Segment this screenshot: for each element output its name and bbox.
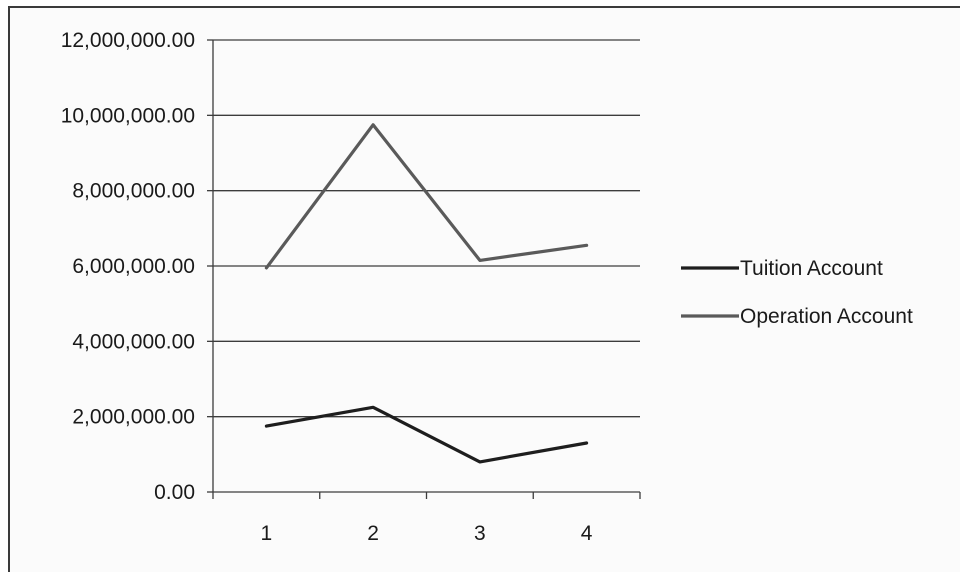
- y-tick-label: 8,000,000.00: [72, 180, 195, 203]
- y-tick-label: 4,000,000.00: [72, 330, 195, 353]
- axes: [207, 39, 641, 499]
- x-tick-label: 4: [581, 522, 593, 545]
- y-tick-label: 10,000,000.00: [61, 104, 195, 127]
- y-tick-label: 2,000,000.00: [72, 406, 195, 429]
- series-lines: [264, 123, 589, 464]
- x-axis-tick-labels: 1 2 3 4: [261, 522, 593, 545]
- legend: Tuition Account Operation Account: [681, 257, 913, 328]
- x-tick-label: 1: [261, 522, 273, 545]
- x-tick-label: 3: [474, 522, 486, 545]
- x-tick-label: 2: [367, 522, 379, 545]
- legend-label: Operation Account: [740, 305, 913, 328]
- y-tick-label: 12,000,000.00: [61, 29, 195, 52]
- y-axis-tick-labels: 0.00 2,000,000.00 4,000,000.00 6,000,000.00…: [61, 29, 195, 504]
- series-line-tuition-account: [264, 405, 589, 464]
- y-tick-label: 6,000,000.00: [72, 255, 195, 278]
- y-tick-label: 0.00: [154, 481, 195, 504]
- series-line-operation-account: [264, 123, 589, 270]
- chart-area: [8, 6, 960, 572]
- legend-label: Tuition Account: [740, 257, 883, 280]
- gridlines: [213, 39, 640, 418]
